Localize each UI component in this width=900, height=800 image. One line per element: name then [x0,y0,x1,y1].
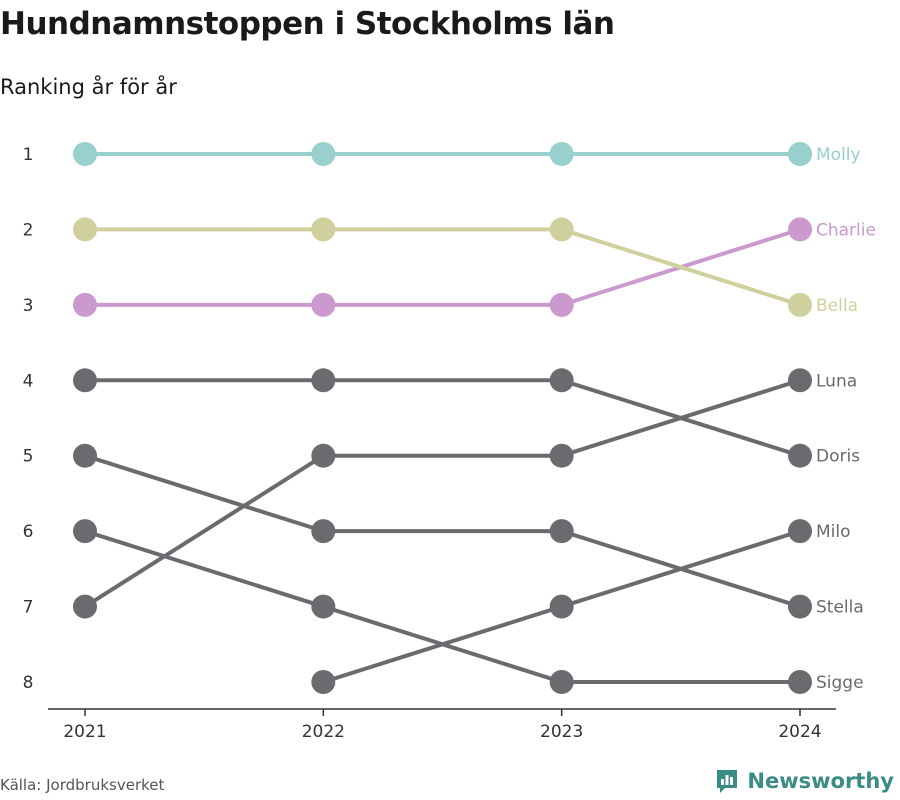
data-point-bella [549,217,574,242]
data-point-doris [311,368,336,393]
series-label-bella: Bella [816,296,858,316]
series-label-sigge: Sigge [816,673,864,693]
series-line-doris [559,378,802,458]
data-point-sigge [311,594,336,619]
data-point-luna [73,594,97,619]
source-note: Källa: Jordbruksverket [0,776,165,794]
data-point-milo [549,594,574,619]
data-point-bella [73,217,97,242]
series-label-doris: Doris [816,447,860,467]
series-line-bella [559,227,802,307]
x-tick-label: 2022 [302,722,345,742]
series-label-milo: Milo [816,522,851,542]
data-point-milo [788,519,812,544]
y-tick-label: 2 [23,220,34,240]
data-point-molly [549,142,574,166]
data-point-molly [788,142,812,166]
series-label-molly: Molly [816,145,861,165]
data-point-stella [73,443,97,468]
brand-name: Newsworthy [747,769,894,793]
data-point-doris [549,368,574,393]
y-tick-label: 7 [23,598,34,618]
y-tick-label: 6 [23,522,34,542]
data-point-charlie [549,292,574,317]
chart-subtitle: Ranking år för år [0,75,177,99]
data-point-stella [788,594,812,619]
data-point-molly [311,142,336,166]
data-point-milo [311,670,336,694]
data-point-sigge [73,519,97,544]
data-point-doris [73,368,97,393]
bar-chart-icon [717,770,738,793]
data-point-luna [788,368,812,393]
data-point-charlie [788,217,812,242]
y-tick-label: 5 [23,447,34,467]
data-point-luna [311,443,336,468]
y-tick-label: 8 [23,673,34,693]
data-point-luna [549,443,574,468]
data-point-charlie [311,292,336,317]
x-tick-label: 2021 [63,722,106,742]
y-tick-label: 4 [23,371,34,391]
series-label-charlie: Charlie [816,220,876,240]
data-point-charlie [73,292,97,317]
data-point-stella [311,519,336,544]
y-tick-label: 3 [23,296,34,316]
data-point-doris [788,443,812,468]
data-point-molly [73,142,97,166]
brand-logo: Newsworthy [715,768,894,794]
series-line-stella [83,453,326,534]
series-line-sigge [321,604,564,684]
series-label-luna: Luna [816,371,857,391]
series-line-luna [83,453,326,609]
series-label-stella: Stella [816,598,864,618]
x-tick-label: 2023 [540,722,583,742]
data-point-bella [311,217,336,242]
series-line-stella [559,529,802,609]
data-point-stella [549,519,574,544]
data-point-sigge [549,670,574,694]
data-point-sigge [788,670,812,694]
y-tick-label: 1 [23,145,34,165]
series-line-sigge [83,529,326,609]
chart-title: Hundnamnstoppen i Stockholms län [0,6,615,42]
data-point-bella [788,292,812,317]
x-tick-label: 2024 [778,722,821,742]
